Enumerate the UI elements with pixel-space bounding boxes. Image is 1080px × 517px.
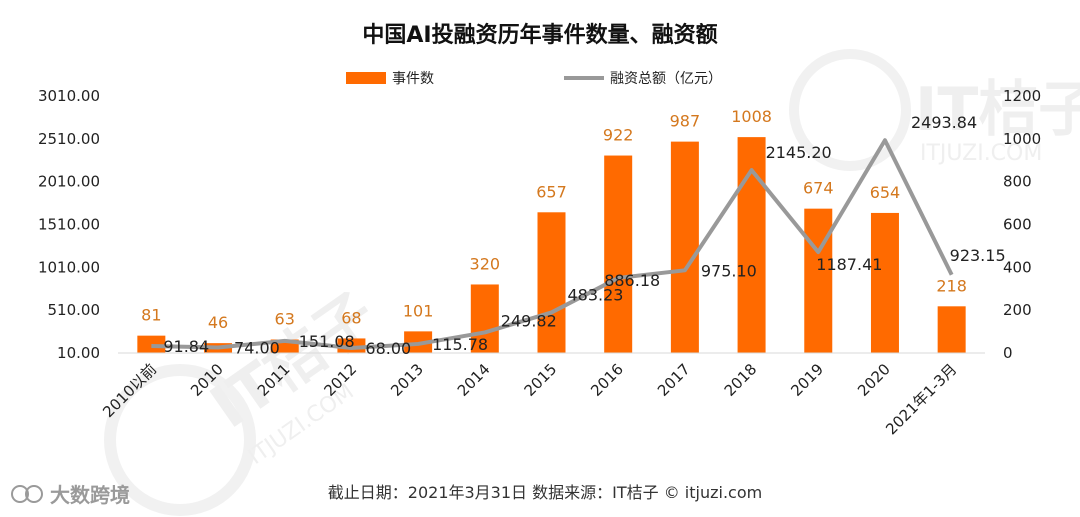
watermark-logo-icon (11, 485, 29, 503)
left-axis-tick-label: 2010.00 (38, 173, 100, 191)
x-axis-tick-label: 2018 (721, 360, 761, 400)
left-axis: 3010.00 2510.00 2010.00 1510.00 1010.00 510.0… (38, 87, 100, 362)
watermark-brand: 大数跨境 (11, 483, 130, 507)
line-label-0: 91.84 (163, 337, 209, 356)
bar-12 (937, 306, 966, 353)
x-axis-tick-label: 2019 (787, 360, 827, 400)
right-axis-tick-label: 200 (1003, 301, 1032, 319)
bar-label-2: 63 (275, 310, 295, 329)
x-axis-tick-label: 2013 (387, 360, 427, 400)
right-axis: 1200 1000 800 600 400 200 0 (1003, 87, 1041, 362)
x-axis-tick-label: 2016 (587, 360, 627, 400)
bar-label-10: 674 (803, 179, 834, 198)
right-axis-tick-label: 1000 (1003, 130, 1041, 148)
legend-label-amount: 融资总额（亿元） (610, 71, 722, 87)
bar-5 (470, 284, 499, 353)
legend: 事件数 融资总额（亿元） (346, 71, 722, 87)
right-axis-tick-label: 1200 (1003, 87, 1041, 105)
chart-title: 中国AI投融资历年事件数量、融资额 (362, 22, 717, 48)
line-label-10: 1187.41 (816, 255, 882, 274)
line-label-11: 2493.84 (911, 113, 977, 132)
bar-label-9: 1008 (731, 107, 772, 126)
bar-label-6: 657 (536, 182, 567, 201)
left-axis-tick-label: 510.00 (48, 301, 101, 319)
bar-label-12: 218 (936, 276, 967, 295)
left-axis-tick-label: 1510.00 (38, 216, 100, 234)
line-label-1: 74.00 (234, 339, 280, 358)
right-axis-tick-label: 400 (1003, 258, 1032, 276)
x-axis-tick-label: 2010以前 (99, 360, 160, 421)
line-label-8: 975.10 (701, 261, 757, 280)
bar-7 (604, 155, 633, 353)
x-axis-tick-label: 2021年1-3月 (882, 360, 960, 438)
legend-label-events: 事件数 (392, 71, 434, 87)
line-label-7: 886.18 (604, 271, 660, 290)
bar-label-4: 101 (403, 301, 434, 320)
bar-series (137, 137, 966, 353)
right-axis-tick-label: 0 (1003, 344, 1013, 362)
line-label-2: 151.08 (299, 332, 355, 351)
bar-label-7: 922 (603, 126, 634, 145)
line-label-5: 249.82 (501, 311, 557, 330)
x-axis-tick-label: 2015 (521, 360, 561, 400)
x-axis-tick-label: 2017 (654, 360, 694, 400)
bar-label-8: 987 (670, 112, 701, 131)
left-axis-tick-label: 2510.00 (38, 130, 100, 148)
line-label-9: 2145.20 (766, 143, 832, 162)
left-axis-tick-label: 3010.00 (38, 87, 100, 105)
bar-10 (804, 208, 833, 353)
bar-0 (137, 335, 166, 353)
line-labels: 91.84 74.00 151.08 68.00 115.78 249.82 483.238… (163, 113, 1005, 358)
watermark-logo-top: IT桔子 (915, 75, 1080, 145)
line-label-4: 115.78 (432, 335, 488, 354)
right-axis-tick-label: 600 (1003, 216, 1032, 234)
right-axis-tick-label: 800 (1003, 173, 1032, 191)
footer-source: 截止日期：2021年3月31日 数据来源：IT桔子 © itjuzi.com (328, 483, 762, 502)
line-path (151, 138, 954, 351)
left-axis-tick-label: 10.00 (57, 344, 100, 362)
bar-8 (670, 141, 699, 353)
line-series (151, 138, 954, 351)
x-axis-tick-label: 2014 (454, 360, 494, 400)
bar-label-1: 46 (208, 313, 228, 332)
left-axis-tick-label: 1010.00 (38, 258, 100, 276)
watermark-url-top: ITJUZI.COM (920, 141, 1042, 166)
bar-label-0: 81 (141, 306, 161, 325)
x-axis-tick-label: 2020 (854, 360, 894, 400)
bar-6 (537, 212, 566, 353)
line-label-3: 68.00 (365, 339, 411, 358)
bar-labels: 81 46 63 68 101 320 657 922 987 1008 674 654 218 (141, 107, 967, 332)
bar-11 (870, 212, 899, 353)
watermark-brand-text: 大数跨境 (50, 483, 130, 507)
bar-label-3: 68 (341, 308, 361, 327)
legend-swatch-events (346, 72, 386, 84)
bar-label-11: 654 (870, 183, 901, 202)
bar-label-5: 320 (470, 254, 501, 273)
line-label-6: 483.23 (568, 285, 624, 304)
line-label-12: 923.15 (950, 246, 1006, 265)
